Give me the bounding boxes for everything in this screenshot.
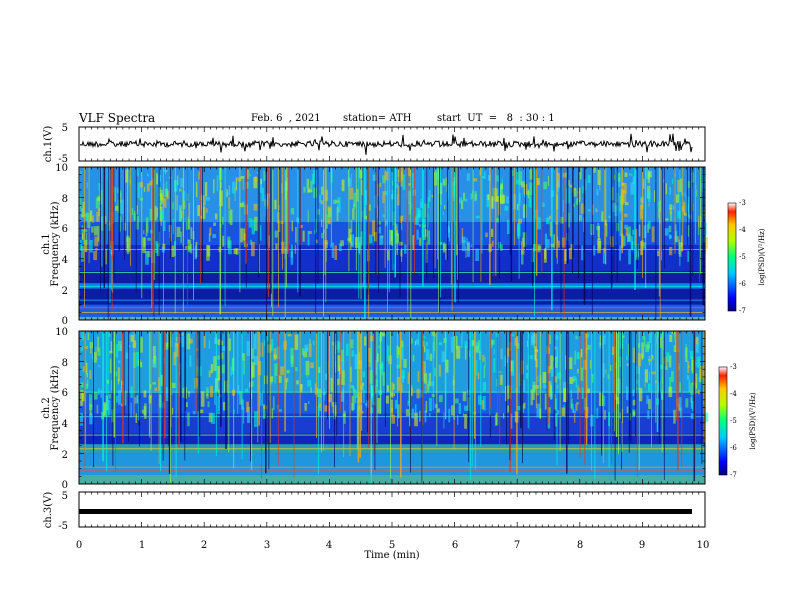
spec1-ytick-10: 10 xyxy=(55,163,68,174)
xtick-label-9: 9 xyxy=(639,540,645,551)
cbar1-tick--7: -7 xyxy=(739,307,746,315)
ch2-spectrogram-bands xyxy=(79,331,709,484)
ch3-ytick-bottom: -5 xyxy=(58,521,68,532)
spec1-ytick-2: 2 xyxy=(62,286,68,297)
ch3-ytick-top: 5 xyxy=(62,491,68,502)
ch3-waveform-trace xyxy=(79,509,692,514)
ch3-waveform-panel: 5 -5 ch.3(V) xyxy=(43,491,706,532)
spec2-ylabel-ch: ch.2 xyxy=(41,397,52,419)
ch1-ytick-bottom: -5 xyxy=(58,154,68,165)
spec2-ytick-2: 2 xyxy=(62,450,68,461)
spec1-ylabel-freq: Frequency (kHz) xyxy=(50,201,61,286)
ch1-waveform-trace xyxy=(79,133,693,155)
cbar1-label: log(PSD)(V²/Hz) xyxy=(758,228,766,285)
spec1-ytick-0: 0 xyxy=(62,316,68,327)
spec1-ytick-4: 4 xyxy=(62,255,68,266)
ch2-colorbar xyxy=(718,366,728,476)
cbar2-label: log(PSD)(V²/Hz) xyxy=(749,392,757,449)
xtick-label-4: 4 xyxy=(326,540,332,551)
station-label: station= ATH xyxy=(343,113,412,124)
spec2-ytick-4: 4 xyxy=(62,419,68,430)
cbar2-tick--5: -5 xyxy=(730,417,737,425)
ch1-waveform-panel: 5 -5 ch.1(V) xyxy=(43,123,706,165)
cbar1-tick--6: -6 xyxy=(739,280,746,288)
ch1-spectrogram-bands xyxy=(79,167,708,320)
start-time-label: start UT = 8 : 30 : 1 xyxy=(437,113,555,124)
cbar1-tick--3: -3 xyxy=(739,199,746,207)
plot-title: VLF Spectra xyxy=(79,111,156,125)
xtick-label-6: 6 xyxy=(452,540,458,551)
xtick-label-3: 3 xyxy=(264,540,270,551)
xtick-label-0: 0 xyxy=(76,540,82,551)
cbar2-tick--7: -7 xyxy=(730,471,737,479)
xtick-label-2: 2 xyxy=(201,540,207,551)
spec2-ytick-8: 8 xyxy=(62,358,68,369)
ch1-spectrogram-streaks xyxy=(79,167,705,320)
ch2-spectrogram-streaks xyxy=(84,331,706,484)
ch1-spectrogram-panel: 10 8 6 4 2 0 ch.1 Frequency (kHz) -3 -4 … xyxy=(41,163,766,327)
time-axis-label: Time (min) xyxy=(364,550,419,561)
cbar2-tick--4: -4 xyxy=(730,390,737,398)
xtick-label-10: 10 xyxy=(697,540,710,551)
xtick-label-7: 7 xyxy=(514,540,520,551)
spec1-ylabel-ch: ch.1 xyxy=(41,233,52,255)
time-axis-ticks xyxy=(78,127,706,527)
cbar1-tick--4: -4 xyxy=(739,226,746,234)
xtick-label-1: 1 xyxy=(139,540,145,551)
spec1-ytick-8: 8 xyxy=(62,194,68,205)
spec1-ytick-6: 6 xyxy=(62,224,68,235)
cbar2-tick--6: -6 xyxy=(730,444,737,452)
spec2-ytick-6: 6 xyxy=(62,388,68,399)
cbar1-tick--5: -5 xyxy=(739,253,746,261)
ch2-spectrogram-panel: 10 8 6 4 2 0 ch.2 Frequency (kHz) -3 -4 … xyxy=(41,327,757,491)
time-axis-labels: 0 1 2 3 4 5 6 7 8 9 10 Time (min) xyxy=(76,540,710,561)
cbar2-tick--3: -3 xyxy=(730,363,737,371)
xtick-label-8: 8 xyxy=(577,540,583,551)
spec2-ytick-10: 10 xyxy=(55,327,68,338)
ch1-ytick-top: 5 xyxy=(62,123,68,134)
xtick-label-5: 5 xyxy=(389,540,395,551)
ch1-waveform-ylabel: ch.1(V) xyxy=(43,126,54,163)
date-label: Feb. 6 , 2021 xyxy=(251,113,321,124)
ch1-colorbar xyxy=(727,202,737,312)
spec2-ytick-0: 0 xyxy=(62,480,68,491)
spec2-ylabel-freq: Frequency (kHz) xyxy=(50,365,61,450)
ch3-waveform-ylabel: ch.3(V) xyxy=(43,492,54,529)
